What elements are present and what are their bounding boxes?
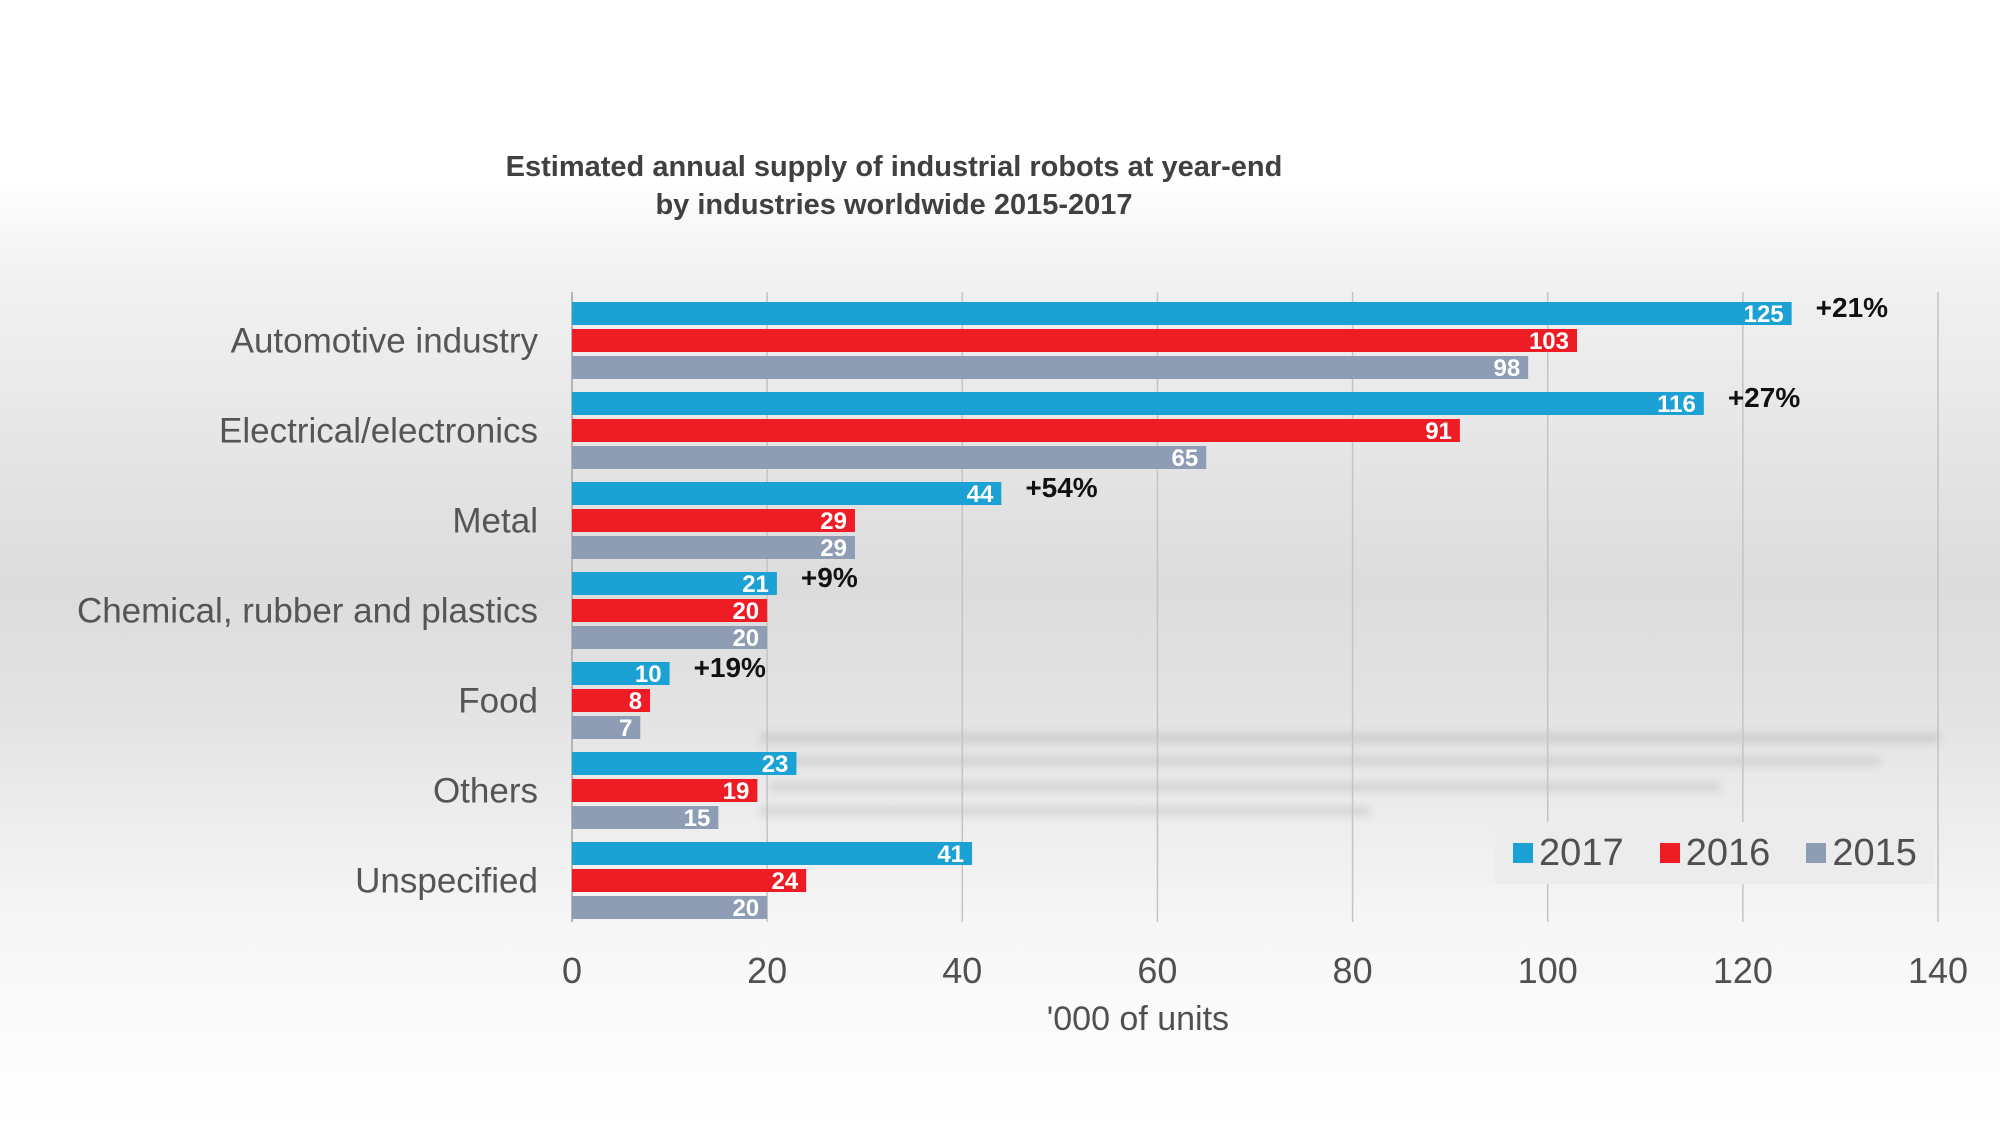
growth-label: +54%: [1025, 472, 1097, 503]
legend-item: 2015: [1806, 832, 1917, 875]
bar-value-label: 103: [1529, 328, 1569, 355]
bar-2015: [572, 716, 641, 739]
x-axis-title: '000 of units: [1047, 1000, 1229, 1038]
legend-label: 2015: [1832, 831, 1917, 874]
category-label: Others: [433, 772, 538, 811]
bar-value-label: 10: [635, 661, 662, 688]
background-shadow: [770, 782, 1720, 792]
bar-2016: [572, 329, 1577, 352]
growth-label: +19%: [694, 652, 766, 683]
bar-2016: [572, 779, 758, 802]
x-tick-label: 0: [562, 950, 582, 991]
background-shadow: [760, 732, 1940, 744]
bar-2016: [572, 689, 651, 712]
bar-value-label: 44: [967, 481, 994, 508]
x-tick-label: 20: [747, 950, 787, 991]
category-label: Electrical/electronics: [219, 412, 538, 451]
bar-2017: [572, 392, 1704, 415]
legend-swatch: [1806, 843, 1827, 863]
bar-value-label: 29: [820, 508, 847, 535]
x-tick-label: 140: [1908, 950, 1968, 991]
legend-label: 2017: [1539, 831, 1624, 874]
chart-legend: 2017 2016 2015: [1495, 822, 1935, 884]
bar-value-label: 116: [1657, 391, 1696, 418]
x-tick-label: 60: [1137, 950, 1177, 991]
bar-2015: [572, 626, 768, 649]
bar-2017: [572, 662, 670, 685]
bar-2015: [572, 806, 719, 829]
bar-value-label: 98: [1493, 355, 1520, 382]
bar-value-label: 20: [732, 625, 759, 652]
bar-2017: [572, 482, 1002, 505]
legend-swatch: [1659, 843, 1680, 863]
bar-2017: [572, 752, 797, 775]
x-tick-label: 80: [1333, 950, 1373, 991]
category-label: Food: [458, 682, 538, 721]
bar-2015: [572, 446, 1207, 469]
bar-value-label: 65: [1172, 445, 1199, 472]
legend-item: 2016: [1659, 831, 1771, 875]
growth-label: +27%: [1728, 382, 1800, 413]
legend-swatch: [1513, 843, 1534, 863]
x-tick-label: 120: [1713, 950, 1773, 991]
bar-2017: [572, 302, 1792, 325]
bar-value-label: 21: [742, 571, 769, 598]
x-tick-label: 40: [942, 950, 982, 991]
bar-2016: [572, 419, 1460, 442]
chart-title: Estimated annual supply of industrial ro…: [300, 148, 1488, 224]
bar-value-label: 91: [1425, 418, 1452, 445]
bar-2017: [572, 842, 973, 865]
bar-value-label: 24: [771, 868, 798, 895]
x-tick-label: 100: [1518, 950, 1578, 991]
category-label: Unspecified: [355, 862, 538, 901]
chart-title-line-1: Estimated annual supply of industrial ro…: [505, 151, 1283, 183]
growth-label: +9%: [801, 562, 858, 593]
bar-value-label: 20: [732, 895, 759, 922]
chart-title-line-2: by industries worldwide 2015-2017: [655, 189, 1133, 221]
bar-2016: [572, 509, 855, 532]
bar-value-label: 15: [684, 805, 711, 832]
bar-value-label: 7: [619, 715, 632, 742]
legend-label: 2016: [1685, 831, 1771, 874]
bar-value-label: 8: [629, 688, 642, 715]
bar-value-label: 19: [723, 778, 750, 805]
bar-value-label: 125: [1744, 301, 1784, 328]
bar-2016: [572, 869, 807, 892]
background-shadow: [760, 806, 1370, 816]
bar-2017: [572, 572, 777, 595]
bar-2015: [572, 896, 768, 919]
bar-2015: [572, 536, 855, 559]
background-shadow: [790, 756, 1880, 766]
bar-value-label: 29: [820, 535, 847, 562]
bar-value-label: 20: [732, 598, 759, 625]
bar-value-label: 41: [937, 841, 964, 868]
category-label: Chemical, rubber and plastics: [77, 592, 538, 631]
bar-value-label: 23: [762, 751, 789, 778]
growth-label: +21%: [1816, 292, 1888, 323]
legend-item: 2017: [1513, 832, 1624, 875]
bar-2016: [572, 599, 768, 622]
bar-2015: [572, 356, 1529, 379]
category-label: Automotive industry: [231, 322, 539, 361]
category-label: Metal: [452, 502, 538, 541]
